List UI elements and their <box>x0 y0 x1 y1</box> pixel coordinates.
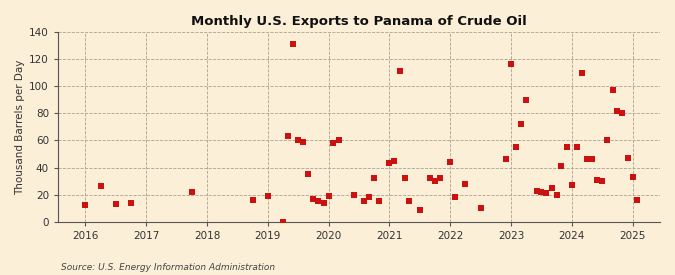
Point <box>546 186 557 190</box>
Point <box>510 145 521 149</box>
Point <box>460 182 470 186</box>
Point <box>186 190 197 194</box>
Point <box>592 177 603 182</box>
Point <box>288 42 299 46</box>
Point <box>333 138 344 143</box>
Point <box>369 176 379 181</box>
Point <box>556 164 567 168</box>
Point <box>404 199 415 204</box>
Point <box>429 179 440 183</box>
Point <box>328 141 339 145</box>
Point <box>612 108 623 113</box>
Point <box>562 145 572 149</box>
Point <box>608 88 618 92</box>
Point <box>435 176 446 181</box>
Point <box>80 203 90 208</box>
Point <box>394 69 405 73</box>
Point <box>566 183 577 187</box>
Point <box>521 98 532 102</box>
Point <box>364 195 375 200</box>
Point <box>293 138 304 143</box>
Point <box>263 194 273 198</box>
Point <box>536 190 547 194</box>
Point <box>298 139 308 144</box>
Point <box>277 219 288 224</box>
Point <box>582 157 593 162</box>
Point <box>501 157 512 162</box>
Point <box>349 192 360 197</box>
Point <box>282 134 293 139</box>
Point <box>450 195 460 200</box>
Point <box>632 198 643 202</box>
Point <box>384 161 395 166</box>
Point <box>601 138 612 143</box>
Point <box>247 198 258 202</box>
Y-axis label: Thousand Barrels per Day: Thousand Barrels per Day <box>15 59 25 194</box>
Point <box>475 206 486 210</box>
Point <box>313 199 323 204</box>
Point <box>308 196 319 201</box>
Point <box>576 70 587 75</box>
Point <box>551 192 562 197</box>
Point <box>531 188 542 193</box>
Point <box>622 156 633 160</box>
Point <box>358 199 369 204</box>
Point <box>323 194 334 198</box>
Point <box>516 122 526 126</box>
Point <box>587 157 597 162</box>
Point <box>319 200 329 205</box>
Point <box>374 199 385 204</box>
Point <box>541 191 551 196</box>
Point <box>95 184 106 189</box>
Text: Source: U.S. Energy Information Administration: Source: U.S. Energy Information Administ… <box>61 263 275 272</box>
Point <box>110 202 121 206</box>
Point <box>389 158 400 163</box>
Point <box>399 176 410 181</box>
Point <box>445 160 456 164</box>
Point <box>627 175 638 179</box>
Point <box>414 207 425 212</box>
Point <box>425 176 435 181</box>
Point <box>571 145 582 149</box>
Point <box>303 172 314 177</box>
Point <box>597 179 608 183</box>
Point <box>506 62 516 67</box>
Point <box>617 111 628 116</box>
Point <box>126 200 136 205</box>
Title: Monthly U.S. Exports to Panama of Crude Oil: Monthly U.S. Exports to Panama of Crude … <box>191 15 527 28</box>
